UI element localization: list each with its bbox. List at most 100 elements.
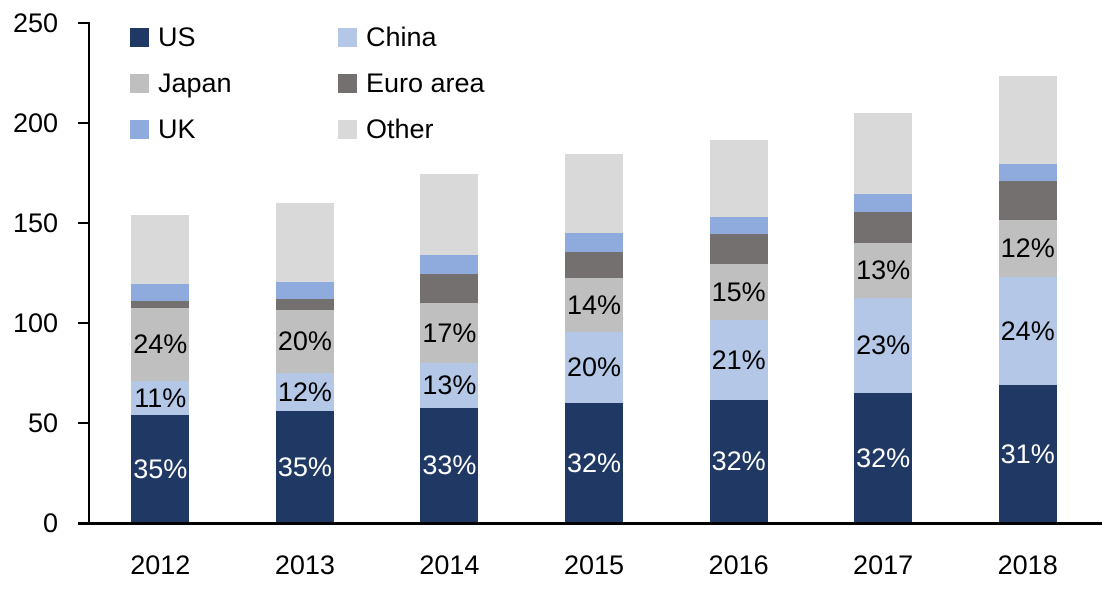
legend-item-china: China (338, 22, 485, 52)
legend-swatch-icon (338, 27, 357, 47)
y-axis-tick (78, 22, 88, 24)
bar-segment-euro-area-2015 (565, 252, 623, 278)
data-label: 17% (422, 317, 477, 348)
data-label: 13% (856, 255, 911, 285)
bar-segment-us-2013: 35% (275, 411, 334, 523)
y-axis-tick-label: 200 (12, 108, 58, 138)
data-label: 33% (422, 450, 477, 480)
bar-segment-euro-area-2017 (854, 212, 913, 243)
y-axis-tick-label: 100 (12, 308, 58, 338)
bar-segment-china-2016: 21% (709, 320, 768, 400)
x-axis-tick-label: 2017 (853, 550, 914, 580)
data-label: 15% (711, 276, 766, 307)
bar-segment-us-2016: 32% (709, 400, 768, 523)
legend-swatch-icon (338, 73, 357, 93)
x-axis-tick-label: 2013 (274, 550, 335, 580)
bar-segment-uk-2016 (709, 217, 768, 234)
y-axis-tick (78, 422, 88, 424)
bar-segment-euro-area-2018 (998, 181, 1057, 220)
x-axis-tick-label: 2012 (130, 550, 191, 580)
data-label: 20% (277, 326, 332, 356)
y-axis-tick (78, 322, 88, 324)
y-axis-tick-label: 50 (27, 408, 58, 438)
bar-segment-uk-2014 (420, 255, 479, 274)
legend-label: Euro area (366, 68, 485, 98)
bar-segment-euro-area-2016 (709, 234, 768, 264)
legend-swatch-icon (130, 27, 149, 47)
legend-label: Japan (158, 68, 232, 98)
data-label: 12% (277, 376, 332, 407)
bar-segment-euro-area-2013 (275, 299, 334, 310)
bar-segment-china-2012: 11% (131, 381, 190, 415)
bar-segment-us-2015: 32% (565, 403, 623, 523)
legend-item-japan: Japan (130, 68, 338, 98)
data-label: 20% (566, 352, 622, 382)
bar-segment-us-2017: 32% (854, 393, 913, 523)
bar-segment-china-2018: 24% (998, 277, 1057, 385)
legend-label: US (158, 22, 196, 52)
bar-segment-other-2015 (565, 154, 623, 233)
x-axis-line (78, 522, 1102, 525)
bar-segment-other-2017 (854, 113, 913, 194)
data-label: 14% (566, 289, 622, 320)
bar-segment-us-2012: 35% (131, 415, 190, 523)
y-axis-tick-label: 150 (12, 208, 58, 238)
bar-segment-us-2018: 31% (998, 385, 1057, 523)
bar-segment-japan-2015: 14% (565, 278, 623, 332)
bar-segment-uk-2013 (275, 282, 334, 299)
legend-swatch-icon (338, 119, 357, 139)
bar-segment-japan-2018: 12% (998, 220, 1057, 277)
bar-segment-japan-2014: 17% (420, 303, 479, 363)
bar-segment-uk-2017 (854, 194, 913, 212)
bar-segment-uk-2015 (565, 233, 623, 252)
legend-label: UK (158, 114, 196, 144)
bar-segment-china-2013: 12% (275, 373, 334, 411)
legend: US China Japan Euro area UK Other (130, 22, 485, 144)
data-label: 13% (422, 370, 477, 400)
bar-segment-euro-area-2012 (131, 301, 190, 308)
data-label: 24% (1000, 315, 1055, 346)
data-label: 32% (856, 442, 911, 473)
bar-segment-japan-2016: 15% (709, 264, 768, 320)
data-label: 11% (134, 382, 187, 413)
data-label: 32% (566, 447, 622, 478)
x-axis-tick-label: 2014 (419, 550, 480, 580)
bar-segment-china-2014: 13% (420, 363, 479, 408)
legend-item-uk: UK (130, 114, 338, 144)
bar-segment-other-2018 (998, 76, 1057, 164)
x-axis-tick-label: 2018 (997, 550, 1058, 580)
bar-segment-other-2013 (275, 203, 334, 282)
bar-segment-japan-2017: 13% (854, 243, 913, 298)
bar-segment-other-2016 (709, 140, 768, 217)
data-label: 24% (133, 329, 188, 359)
data-label: 31% (1000, 438, 1055, 469)
legend-label: Other (366, 114, 434, 144)
bar-segment-other-2012 (131, 215, 190, 284)
y-axis-tick-label: 250 (12, 8, 58, 38)
data-label: 35% (277, 451, 332, 482)
bar-segment-china-2015: 20% (565, 332, 623, 403)
data-label: 32% (711, 446, 766, 476)
legend-item-us: US (130, 22, 338, 52)
bar-segment-japan-2012: 24% (131, 308, 190, 381)
bar-segment-uk-2012 (131, 284, 190, 301)
bar-segment-uk-2018 (998, 164, 1057, 181)
data-label: 12% (1000, 233, 1055, 263)
bar-segment-china-2017: 23% (854, 298, 913, 393)
y-axis-line (88, 22, 90, 524)
legend-swatch-icon (130, 73, 149, 93)
bar-segment-us-2014: 33% (420, 408, 479, 523)
data-label: 21% (711, 344, 766, 375)
data-label: 35% (133, 453, 188, 484)
bar-segment-japan-2013: 20% (275, 310, 334, 373)
y-axis-tick-label: 0 (42, 508, 58, 538)
y-axis-tick (78, 222, 88, 224)
legend-swatch-icon (130, 119, 149, 139)
bar-segment-other-2014 (420, 174, 479, 255)
legend-item-euro-area: Euro area (338, 68, 485, 98)
x-axis-tick-label: 2016 (708, 550, 769, 580)
legend-item-other: Other (338, 114, 485, 144)
y-axis-tick (78, 122, 88, 124)
legend-label: China (366, 22, 437, 52)
